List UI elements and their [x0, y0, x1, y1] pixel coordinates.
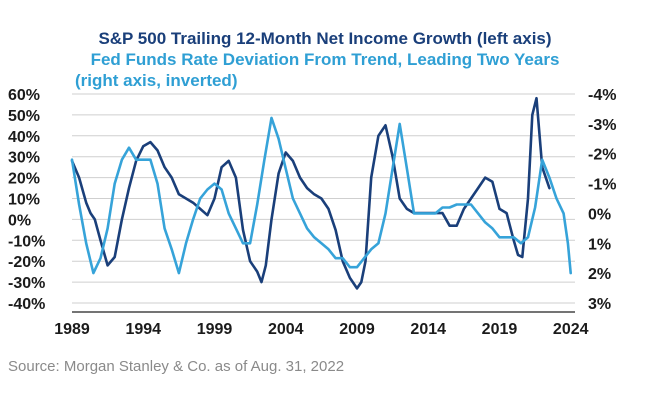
left-axis-tick-label: 0% — [8, 212, 31, 229]
chart-title-earnings: S&P 500 Trailing 12-Month Net Income Gro… — [98, 29, 552, 48]
left-axis-tick-label: 60% — [8, 87, 40, 104]
right-axis-tick-label: 1% — [588, 236, 611, 253]
left-axis-tick-label: -30% — [8, 275, 45, 292]
series-line-earnings-growth — [70, 96, 551, 290]
series-line-fed-funds-deviation — [70, 116, 572, 275]
chart-title-block: S&P 500 Trailing 12-Month Net Income Gro… — [0, 28, 650, 90]
x-axis-tick-label: 2009 — [339, 321, 375, 338]
left-axis-tick-label: 10% — [8, 192, 40, 209]
x-axis-tick-label: 2004 — [268, 321, 304, 338]
left-axis-tick-label: -20% — [8, 254, 45, 271]
right-axis-tick-label: -2% — [588, 147, 616, 164]
x-axis-tick-label: 1999 — [197, 321, 233, 338]
x-axis-tick-label: 2014 — [410, 321, 446, 338]
left-axis-tick-label: 50% — [8, 108, 40, 125]
right-axis-tick-label: -1% — [588, 177, 616, 194]
x-axis-tick-label: 2019 — [482, 321, 518, 338]
chart-title-right-axis-note: (right axis, inverted) — [75, 71, 238, 90]
chart-title-fedfunds: Fed Funds Rate Deviation From Trend, Lea… — [90, 50, 560, 69]
right-axis-tick-label: 3% — [588, 296, 611, 313]
left-axis-tick-label: 30% — [8, 150, 40, 167]
right-axis-tick-label: 2% — [588, 266, 611, 283]
left-axis-tick-label: -10% — [8, 233, 45, 250]
x-axis-tick-label: 2024 — [553, 321, 589, 338]
source-note: Source: Morgan Stanley & Co. as of Aug. … — [8, 358, 345, 375]
left-axis-tick-label: -40% — [8, 296, 45, 313]
x-axis-tick-label: 1989 — [54, 321, 90, 338]
right-axis-tick-label: -3% — [588, 117, 616, 134]
right-axis-tick-label: 0% — [588, 206, 611, 223]
right-axis-tick-label: -4% — [588, 87, 616, 104]
left-axis-tick-label: 20% — [8, 171, 40, 188]
x-axis-tick-label: 1994 — [125, 321, 161, 338]
left-axis-tick-label: 40% — [8, 129, 40, 146]
